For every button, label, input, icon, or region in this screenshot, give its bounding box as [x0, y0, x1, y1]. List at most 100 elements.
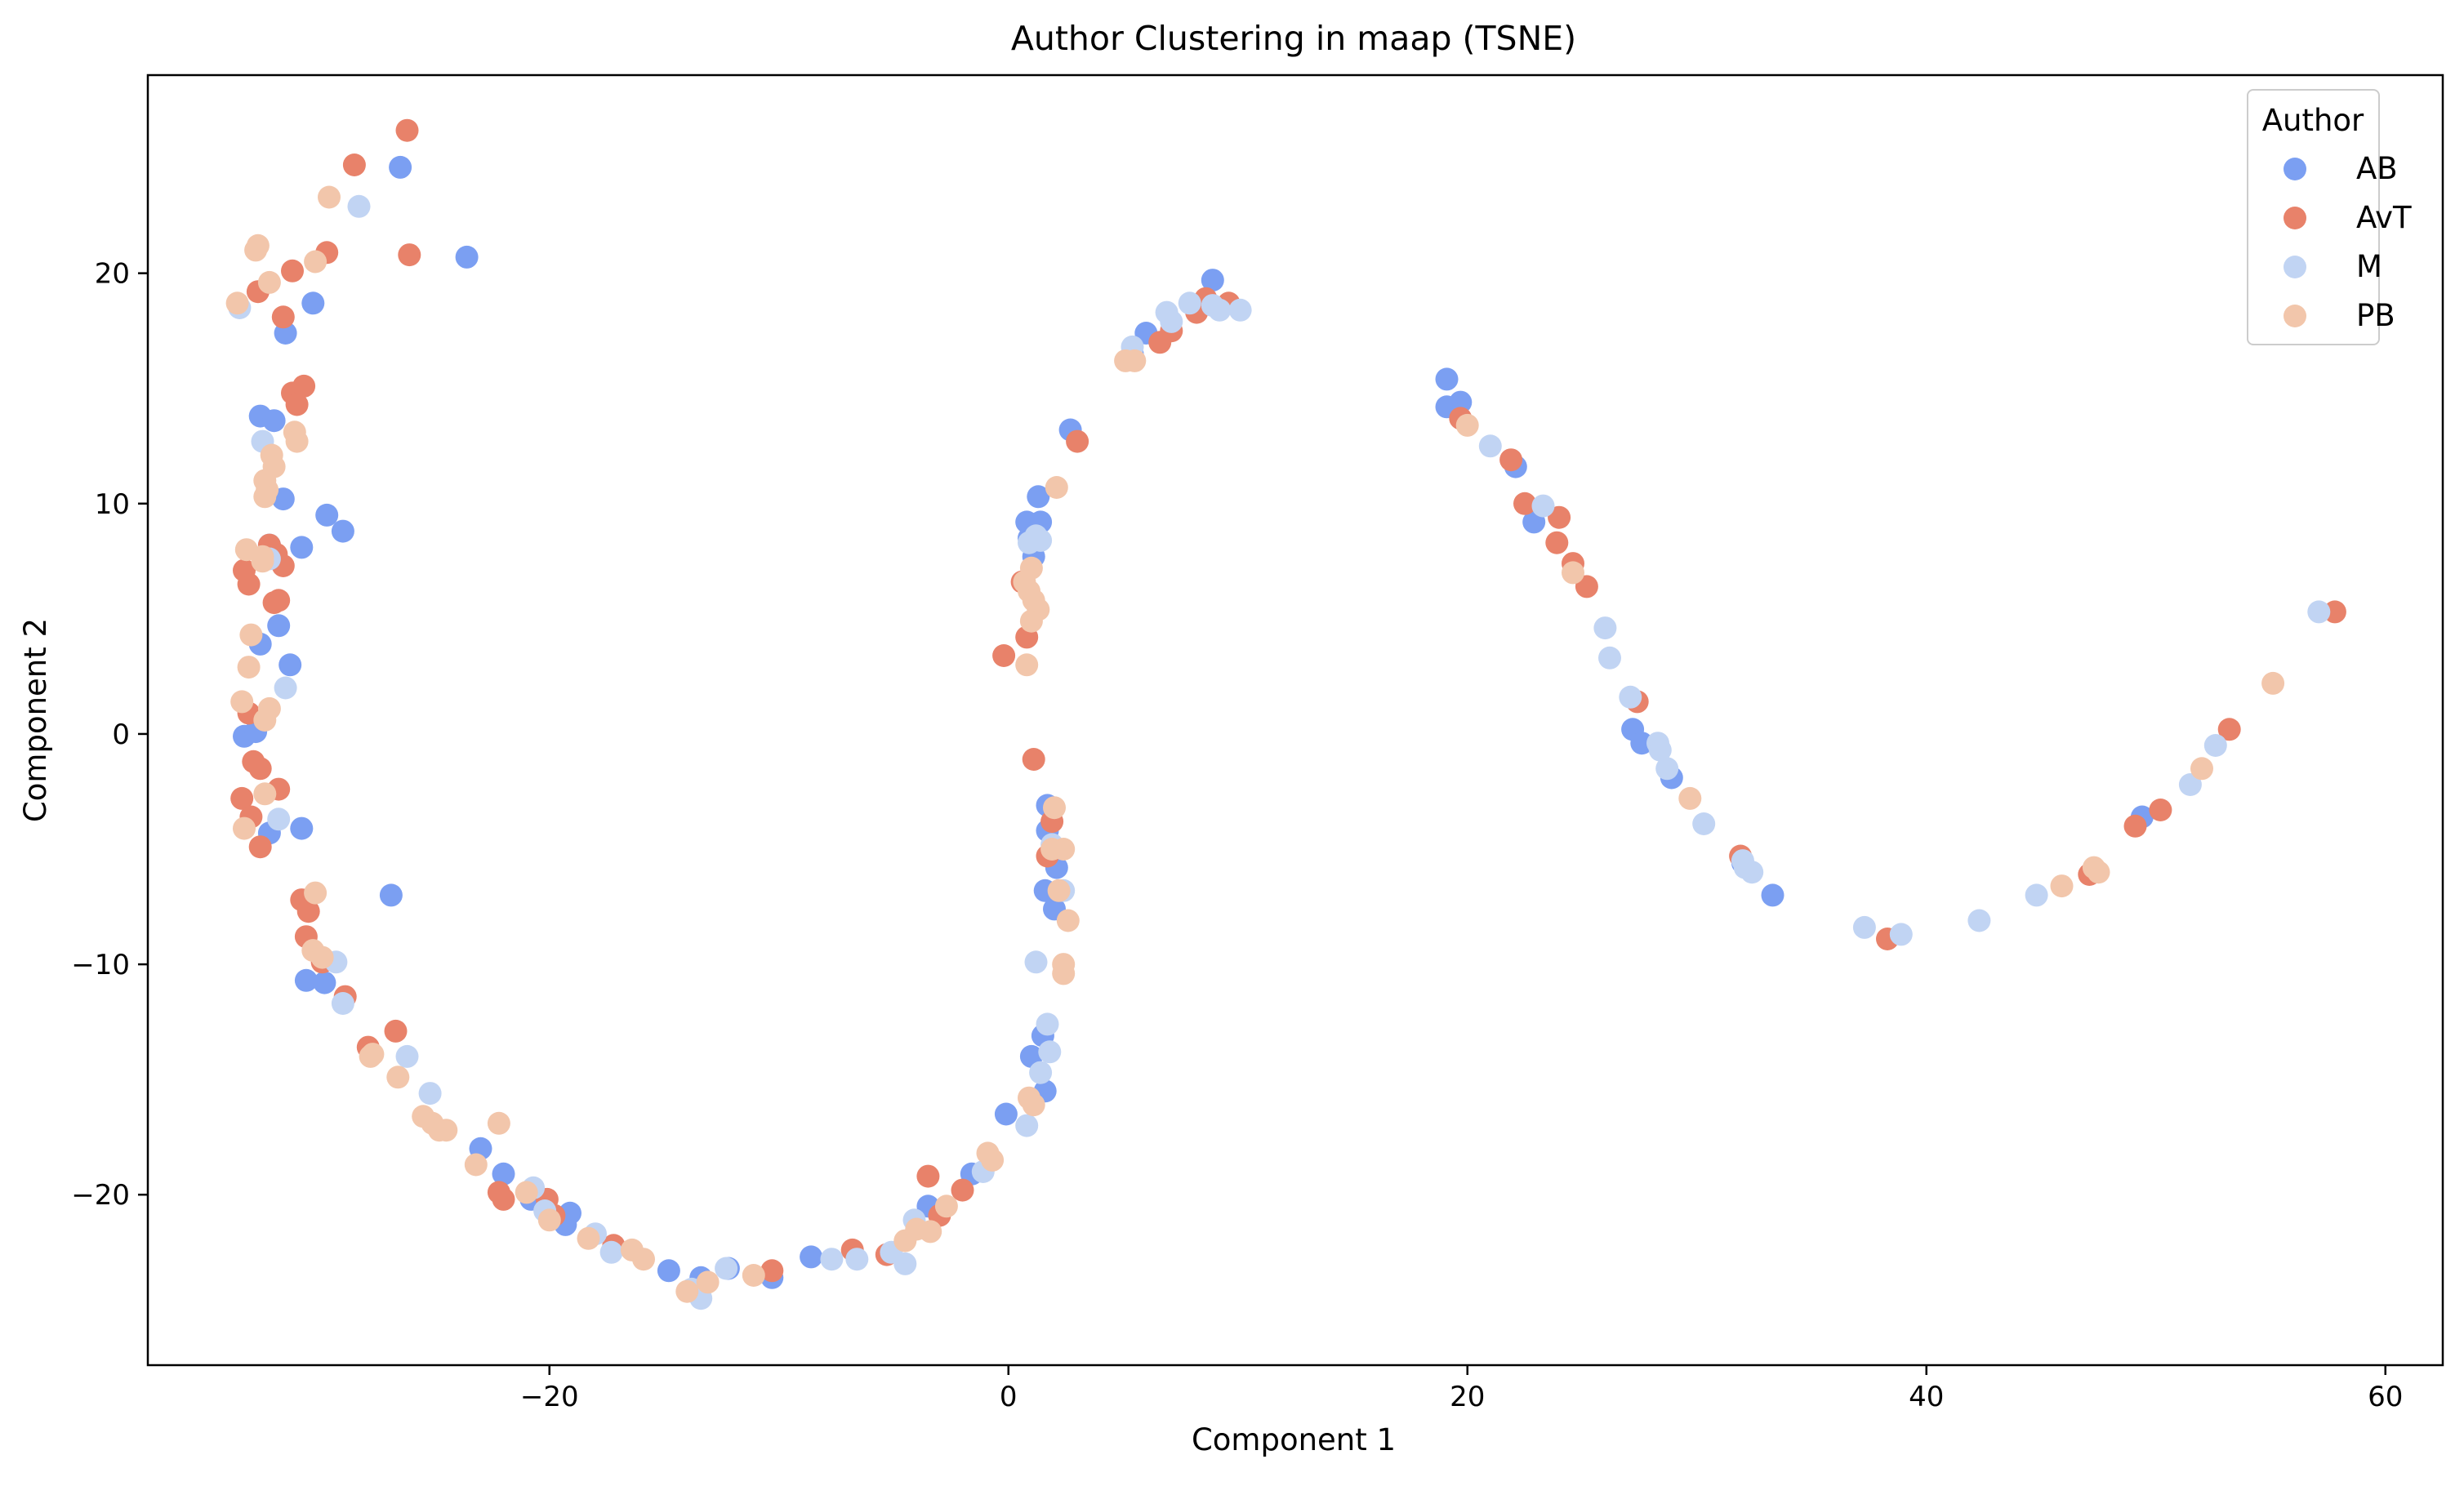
points-layer: [225, 118, 2346, 1310]
point-m-17: [820, 1248, 844, 1271]
point-pb-75: [2261, 671, 2285, 695]
point-pb-56: [1022, 589, 1045, 612]
point-pb-68: [1455, 413, 1479, 437]
point-m-53: [1889, 923, 1913, 946]
point-avt-9: [285, 393, 309, 416]
point-m-27: [1038, 1040, 1062, 1064]
point-pb-40: [675, 1279, 699, 1303]
legend-label: AB: [2356, 151, 2398, 186]
point-avt-60: [1575, 575, 1598, 598]
point-avt-30: [384, 1019, 408, 1043]
point-pb-16: [239, 623, 263, 647]
point-pb-37: [577, 1226, 600, 1250]
point-m-13: [599, 1240, 623, 1264]
point-avt-4: [281, 259, 304, 283]
point-pb-32: [434, 1119, 458, 1142]
point-pb-69: [1562, 561, 1584, 585]
point-avt-2: [398, 243, 421, 267]
point-avt-36: [760, 1259, 784, 1283]
point-avt-56: [1513, 492, 1536, 515]
point-pb-34: [464, 1153, 488, 1177]
legend-label: AvT: [2356, 200, 2412, 235]
point-pb-21: [233, 816, 256, 840]
point-m-41: [1531, 494, 1555, 518]
legend-item-m: M: [2284, 249, 2382, 284]
x-tick-label: −20: [520, 1381, 579, 1413]
point-ab-5: [262, 409, 286, 433]
point-m-47: [1655, 757, 1679, 781]
legend-item-avt: AvT: [2284, 200, 2412, 235]
point-ab-0: [389, 155, 412, 179]
point-avt-14: [237, 572, 261, 596]
point-pb-5: [304, 250, 327, 274]
point-pb-60: [1043, 796, 1066, 820]
point-ab-7: [315, 503, 339, 527]
point-pb-71: [2050, 874, 2074, 898]
point-avt-0: [395, 118, 419, 142]
point-ab-2: [301, 291, 325, 315]
point-pb-36: [537, 1208, 561, 1232]
x-tick-label: 20: [1450, 1381, 1485, 1413]
point-m-25: [1029, 1061, 1053, 1084]
point-pb-62: [1052, 838, 1076, 861]
point-ab-50: [1201, 269, 1224, 292]
point-pb-57: [1015, 653, 1039, 677]
point-m-58: [2307, 600, 2331, 624]
point-avt-8: [292, 374, 316, 398]
point-ab-33: [994, 1102, 1018, 1126]
point-avt-23: [248, 835, 272, 859]
point-m-7: [331, 992, 354, 1015]
point-avt-65: [2123, 814, 2147, 838]
x-axis: −20 0 20 40 60: [520, 1365, 2403, 1413]
point-pb-35: [515, 1181, 538, 1204]
y-tick-label: −20: [71, 1179, 130, 1212]
point-pb-65: [1056, 909, 1080, 932]
point-avt-1: [342, 153, 366, 176]
point-m-42: [1593, 616, 1617, 640]
point-m-26: [1036, 1012, 1059, 1036]
legend-box: [2247, 89, 2380, 345]
point-pb-61: [1047, 879, 1071, 902]
point-ab-8: [331, 519, 354, 543]
x-tick-label: 0: [1000, 1381, 1018, 1413]
point-avt-57: [1545, 531, 1569, 554]
point-m-38: [1208, 298, 1232, 322]
point-m-56: [2178, 773, 2202, 796]
point-pb-50: [1022, 1093, 1045, 1117]
point-ab-57: [1630, 732, 1654, 755]
point-pb-48: [981, 1148, 1005, 1172]
point-avt-19: [248, 757, 272, 781]
point-avt-48: [1066, 429, 1089, 453]
legend-item-pb: PB: [2284, 298, 2395, 333]
point-m-54: [1967, 909, 1991, 932]
point-m-39: [1228, 298, 1252, 322]
point-ab-20: [313, 971, 336, 994]
point-avt-67: [2217, 718, 2241, 741]
point-pb-45: [919, 1220, 942, 1244]
point-pb-23: [304, 881, 327, 905]
point-ab-60: [1761, 883, 1785, 907]
point-avt-39: [916, 1164, 940, 1188]
point-ab-1: [455, 245, 479, 269]
legend-marker: [2284, 158, 2306, 180]
point-pb-28: [386, 1066, 410, 1089]
point-pb-55: [1019, 609, 1043, 633]
legend-item-ab: AB: [2284, 151, 2398, 186]
point-m-4: [274, 676, 297, 700]
point-avt-6: [271, 305, 295, 329]
point-ab-26: [657, 1259, 680, 1283]
point-avt-66: [2149, 799, 2172, 821]
point-m-20: [893, 1252, 917, 1275]
x-tick-label: 60: [2368, 1381, 2403, 1413]
point-pb-15: [251, 549, 274, 573]
point-m-0: [347, 194, 371, 218]
point-m-51: [1740, 861, 1764, 884]
legend-entries: AB AvT M PB: [2284, 151, 2412, 333]
x-axis-label: Component 1: [1192, 1422, 1396, 1457]
point-pb-17: [237, 656, 261, 679]
point-avt-45: [1022, 748, 1045, 771]
series-pb: [225, 185, 2285, 1303]
point-m-23: [1015, 1114, 1039, 1137]
point-pb-12: [253, 485, 277, 509]
